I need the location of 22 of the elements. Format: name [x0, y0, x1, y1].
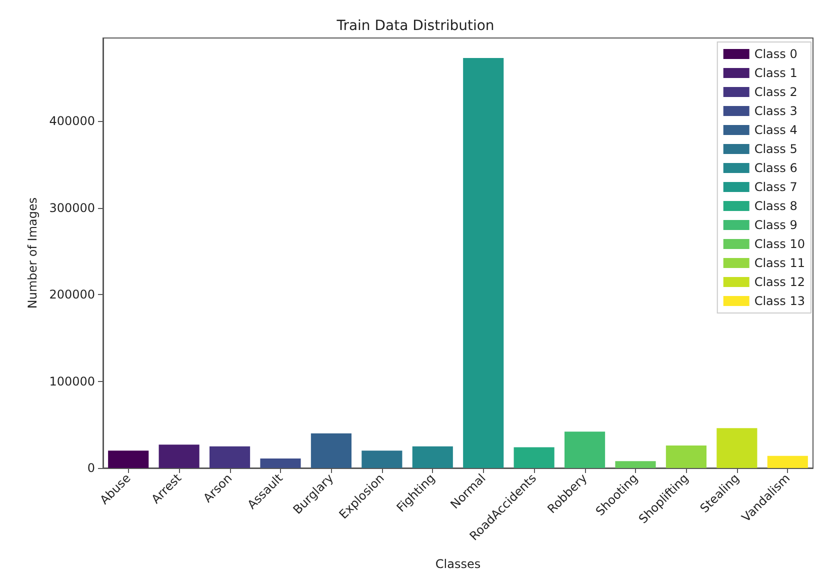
- legend-label: Class 13: [754, 294, 805, 308]
- legend-label: Class 5: [754, 142, 798, 156]
- legend-label: Class 3: [754, 104, 798, 118]
- legend-label: Class 12: [754, 275, 805, 289]
- legend-label: Class 9: [754, 218, 798, 232]
- legend-label: Class 10: [754, 237, 805, 251]
- legend-label: Class 2: [754, 85, 798, 99]
- legend-label: Class 0: [754, 47, 798, 61]
- y-tick-label: 300000: [49, 200, 95, 215]
- legend-label: Class 4: [754, 123, 798, 137]
- y-tick-label: 200000: [49, 288, 95, 302]
- legend-label: Class 11: [754, 256, 805, 270]
- legend-label: Class 8: [754, 199, 798, 213]
- x-axis-title: Classes: [435, 557, 481, 571]
- legend-label: Class 7: [754, 180, 798, 194]
- y-tick-label: 100000: [49, 374, 95, 388]
- y-tick-label: 400000: [49, 114, 95, 128]
- y-axis-title: Number of Images: [25, 197, 40, 309]
- y-tick-label: 0: [87, 461, 95, 475]
- legend-label: Class 1: [754, 66, 798, 80]
- legend-label: Class 6: [754, 161, 798, 175]
- chart-title: Train Data Distribution: [336, 18, 494, 34]
